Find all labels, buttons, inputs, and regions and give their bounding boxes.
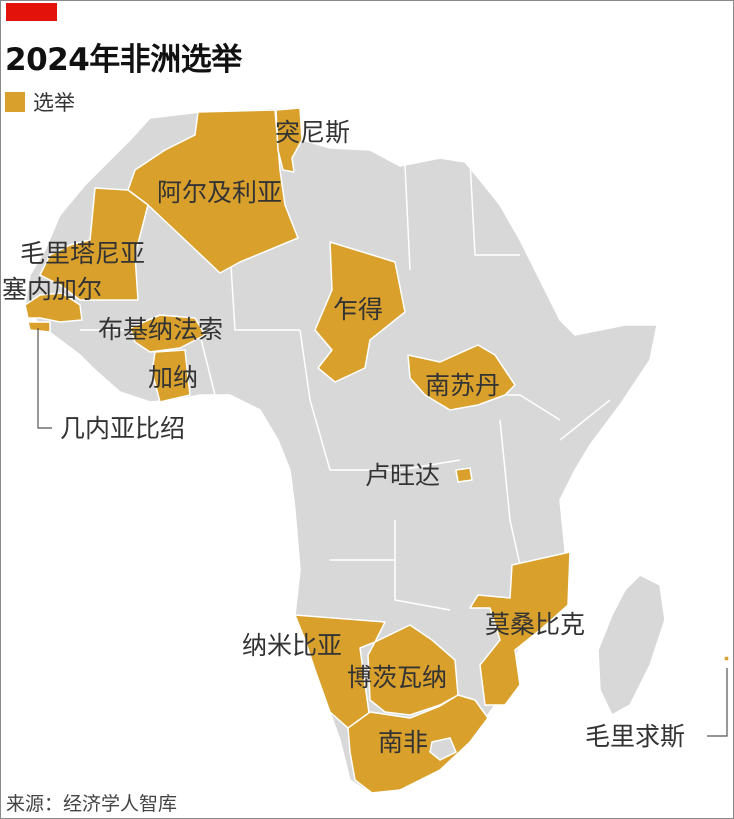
madagascar	[597, 574, 666, 716]
label-rwanda: 卢旺达	[365, 461, 440, 490]
label-south-africa: 南非	[378, 728, 428, 757]
label-chad: 乍得	[333, 295, 383, 324]
label-algeria: 阿尔及利亚	[157, 178, 282, 207]
country-rwanda[interactable]	[455, 467, 473, 483]
country-south-africa[interactable]	[347, 694, 489, 794]
country-botswana[interactable]	[367, 624, 459, 716]
label-namibia: 纳米比亚	[242, 631, 342, 660]
brand-red-bar	[6, 3, 57, 21]
country-chad[interactable]	[314, 241, 406, 383]
country-mauritania[interactable]	[39, 187, 149, 301]
label-botswana: 博茨瓦纳	[347, 663, 447, 692]
label-guinea-bissau: 几内亚比绍	[60, 414, 185, 443]
country-south-sudan[interactable]	[407, 344, 516, 411]
country-mauritius[interactable]	[723, 655, 730, 662]
label-south-sudan: 南苏丹	[425, 371, 500, 400]
map-title: 2024年非洲选举	[5, 42, 242, 78]
label-ghana: 加纳	[148, 363, 198, 392]
label-mauritania: 毛里塔尼亚	[20, 239, 145, 268]
label-tunisia: 突尼斯	[275, 118, 350, 147]
country-algeria[interactable]	[127, 109, 299, 274]
label-senegal: 塞内加尔	[2, 275, 102, 304]
lesotho	[429, 737, 457, 761]
label-mozambique: 莫桑比克	[485, 610, 585, 639]
legend-swatch-election	[5, 92, 25, 112]
legend-label-election: 选举	[33, 91, 75, 115]
country-ghana[interactable]	[151, 349, 191, 403]
source-note: 来源：经济学人智库	[6, 793, 178, 815]
label-burkina-faso: 布基纳法索	[98, 315, 223, 344]
country-senegal[interactable]	[24, 292, 83, 323]
legend: 选举	[5, 89, 75, 115]
label-mauritius: 毛里求斯	[585, 722, 685, 751]
country-tunisia[interactable]	[275, 107, 303, 173]
country-burkina-faso[interactable]	[129, 314, 206, 353]
leader-lines	[37, 328, 728, 737]
country-guinea-bissau[interactable]	[27, 321, 51, 333]
country-mozambique[interactable]	[469, 551, 571, 706]
